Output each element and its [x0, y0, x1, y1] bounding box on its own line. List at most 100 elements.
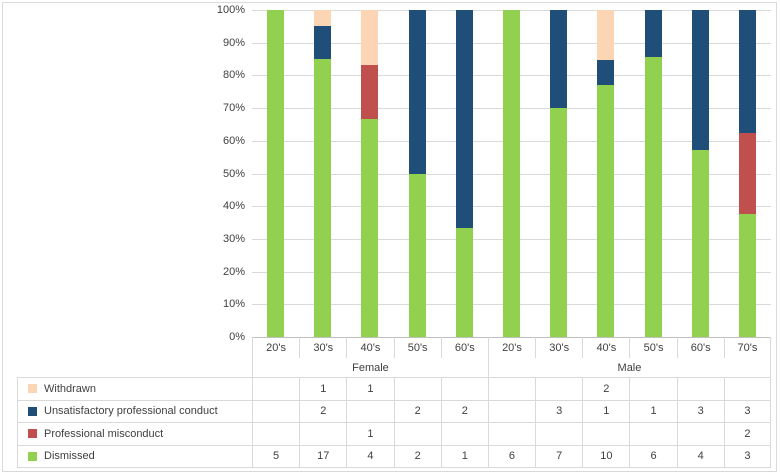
bar-segment [691, 10, 709, 151]
table-value-cell: 1 [346, 378, 394, 401]
bar-segment [455, 10, 473, 228]
stacked-bar [550, 10, 568, 337]
table-value-cell [393, 423, 441, 446]
table-value-cell: 10 [582, 445, 630, 468]
bar-segment [597, 85, 615, 337]
bar-segment [738, 214, 756, 337]
y-axis-tick-label: 50% [222, 167, 245, 180]
legend-item: Withdrawn [17, 378, 252, 401]
table-value-cell [299, 423, 347, 446]
table-value-cell [535, 378, 583, 401]
table-value-cell: 4 [676, 445, 724, 468]
legend-item: Professional misconduct [17, 423, 252, 446]
table-value-cell: 2 [393, 400, 441, 423]
y-axis-tick-label: 10% [222, 298, 245, 311]
table-value-cell [346, 400, 394, 423]
table-value-cell [629, 378, 677, 401]
legend-swatch [28, 406, 37, 416]
table-value-cell: 5 [252, 445, 300, 468]
bar-segment [503, 10, 520, 337]
stacked-bar [644, 10, 662, 337]
group-row-spacer [17, 358, 252, 378]
category-label: 30's [535, 337, 582, 358]
y-axis-tick-label: 80% [222, 69, 245, 82]
table-value-cell: 1 [629, 400, 677, 423]
legend-swatch [28, 384, 37, 394]
bar-segment [408, 173, 426, 337]
category-label: 40's [582, 337, 629, 358]
stacked-bar [597, 10, 615, 337]
table-value-cell: 1 [346, 423, 394, 446]
table-value-cell [252, 400, 300, 423]
category-label: 20's [487, 337, 535, 358]
category-label: 50's [629, 337, 676, 358]
x-axis-line [252, 337, 771, 338]
bar-segment [361, 64, 379, 119]
bar-segment [408, 10, 426, 174]
bar-segment [455, 228, 473, 337]
bar-segment [314, 59, 332, 337]
table-value-cell: 1 [440, 445, 488, 468]
stacked-bar [503, 10, 520, 337]
table-value-cell: 3 [535, 400, 583, 423]
group-label: Female [252, 358, 488, 378]
bar-segment [597, 10, 615, 61]
category-label: 50's [393, 337, 441, 358]
legend-label: Withdrawn [44, 382, 96, 395]
table-value-cell: 2 [393, 445, 441, 468]
stacked-bar [691, 10, 709, 337]
table-value-cell [487, 400, 536, 423]
category-label: 60's [676, 337, 724, 358]
stacked-bar [738, 10, 756, 337]
table-value-cell: 3 [676, 400, 724, 423]
table-value-cell [487, 378, 536, 401]
legend-swatch [28, 429, 37, 439]
bar-segment [644, 56, 662, 337]
legend-label: Professional misconduct [44, 427, 164, 440]
legend-swatch [28, 451, 37, 461]
stacked-bar [267, 10, 285, 337]
table-value-cell: 3 [723, 400, 771, 423]
table-value-cell: 1 [299, 378, 347, 401]
table-value-cell: 2 [299, 400, 347, 423]
table-value-cell [723, 378, 771, 401]
legend-label: Unsatisfactory professional conduct [44, 405, 218, 418]
y-axis-tick-label: 70% [222, 102, 245, 115]
y-axis-tick-label: 100% [216, 4, 245, 16]
bar-segment [597, 60, 615, 86]
table-value-cell: 2 [440, 400, 488, 423]
table-value-cell: 6 [487, 445, 536, 468]
y-axis-tick-label: 90% [222, 36, 245, 49]
table-value-cell [440, 423, 488, 446]
table-value-cell [676, 423, 724, 446]
y-axis-tick-label: 0% [229, 331, 245, 343]
legend-item: Dismissed [17, 445, 252, 468]
table-value-cell: 2 [723, 423, 771, 446]
bar-segment [691, 150, 709, 337]
category-axis-and-data-table: 20's 30's 40's 50's 60's 20's 30's 40's 50's 60's… [17, 337, 771, 468]
table-value-cell [535, 423, 583, 446]
legend-item: Unsatisfactory professional conduct [17, 400, 252, 423]
bar-segment [267, 10, 285, 337]
bar-segment [361, 10, 379, 65]
bar-segment [644, 10, 662, 57]
table-value-cell [487, 423, 536, 446]
table-value-cell [582, 423, 630, 446]
stacked-bar [455, 10, 473, 337]
y-axis-tick-label: 20% [222, 265, 245, 278]
stacked-bar [361, 10, 379, 337]
stacked-bar [314, 10, 332, 337]
bar-segment [314, 26, 332, 60]
stacked-bar [408, 10, 426, 337]
bar-segment [738, 132, 756, 215]
bar-segment [550, 10, 568, 109]
table-value-cell [676, 378, 724, 401]
group-label: Male [487, 358, 771, 378]
table-value-cell [252, 378, 300, 401]
table-value-cell: 6 [629, 445, 677, 468]
bar-segment [738, 10, 756, 133]
legend-label: Dismissed [44, 450, 95, 463]
y-axis-tick-label: 60% [222, 134, 245, 147]
table-value-cell [393, 378, 441, 401]
